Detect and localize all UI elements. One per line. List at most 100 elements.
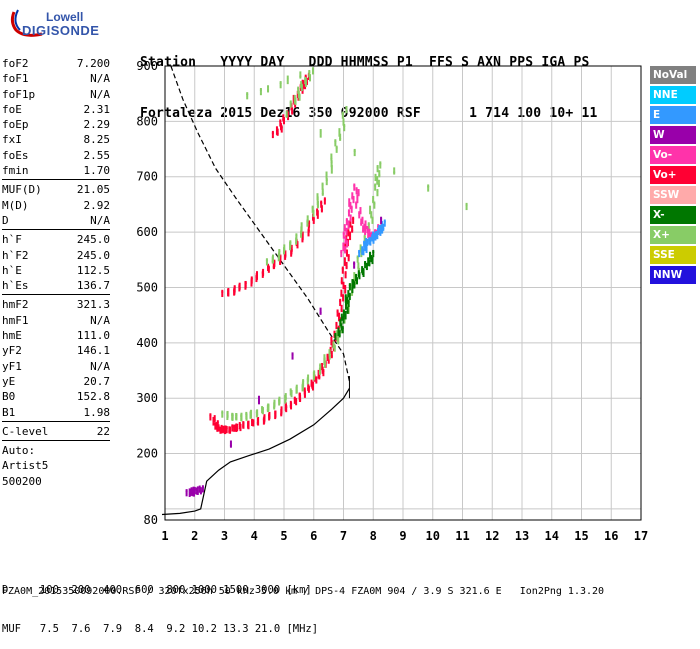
echo-point bbox=[303, 388, 306, 392]
echo-point bbox=[313, 371, 316, 375]
echo-point bbox=[346, 241, 349, 245]
echo-point bbox=[371, 220, 374, 224]
echo-point bbox=[311, 207, 314, 211]
echo-point bbox=[301, 237, 304, 241]
param-name: foF1 bbox=[2, 72, 29, 86]
echo-point bbox=[306, 223, 309, 227]
echo-point bbox=[297, 90, 300, 94]
echo-point bbox=[286, 81, 289, 85]
echo-point bbox=[195, 491, 198, 495]
param-name: yF2 bbox=[2, 344, 22, 358]
echo-point bbox=[356, 200, 359, 204]
param-row: h`F2 245.0 bbox=[2, 248, 110, 263]
echo-point bbox=[224, 425, 227, 429]
echo-point bbox=[235, 417, 238, 421]
echo-point bbox=[316, 205, 319, 209]
param-value: 2.31 bbox=[83, 102, 111, 116]
plot-frame bbox=[164, 65, 642, 521]
param-value: 2.29 bbox=[83, 118, 111, 132]
echo-point bbox=[360, 222, 363, 226]
echo-point bbox=[330, 164, 333, 168]
echo-point bbox=[284, 254, 287, 258]
echo-point bbox=[348, 287, 351, 291]
echo-point bbox=[231, 417, 234, 421]
echo-point bbox=[290, 251, 293, 255]
echo-point bbox=[275, 129, 278, 133]
echo-point bbox=[301, 231, 304, 235]
file-info: FZA0M_2015350092000.RSF / 320fx256h 50 k… bbox=[2, 586, 605, 597]
echo-point bbox=[227, 290, 230, 294]
param-name: hmE bbox=[2, 329, 22, 343]
echo-point bbox=[307, 76, 310, 80]
echo-point bbox=[334, 334, 337, 338]
muf-value-row: MUF 7.5 7.6 7.9 8.4 9.2 10.2 13.3 21.0 [… bbox=[2, 623, 319, 635]
echo-point bbox=[289, 101, 292, 105]
echo-point bbox=[300, 234, 303, 238]
echo-point bbox=[340, 304, 343, 308]
echo-point bbox=[340, 309, 343, 313]
echo-point bbox=[342, 118, 345, 122]
echo-point bbox=[344, 272, 347, 276]
x-tick-label: 15 bbox=[574, 529, 588, 543]
echo-point bbox=[279, 262, 282, 266]
param-name: Auto: bbox=[2, 444, 36, 458]
echo-point bbox=[352, 285, 355, 289]
echo-point bbox=[284, 398, 287, 402]
echo-point bbox=[347, 290, 350, 294]
echo-point bbox=[368, 228, 371, 232]
echo-point bbox=[262, 268, 265, 272]
param-value: 245.0 bbox=[76, 233, 110, 247]
x-tick-label: 11 bbox=[455, 529, 469, 543]
echo-point bbox=[220, 427, 223, 431]
echo-point bbox=[304, 81, 307, 85]
echo-point bbox=[221, 414, 224, 418]
echo-point bbox=[374, 237, 377, 241]
echo-point bbox=[263, 420, 266, 424]
param-separator bbox=[2, 229, 110, 231]
echo-point bbox=[295, 402, 298, 406]
echo-point bbox=[352, 220, 355, 224]
echo-point bbox=[295, 234, 298, 238]
echo-point bbox=[220, 424, 223, 428]
echo-point bbox=[339, 137, 342, 141]
echo-point bbox=[297, 97, 300, 101]
echo-point bbox=[334, 337, 337, 341]
echo-point bbox=[267, 267, 270, 271]
echo-point bbox=[342, 317, 345, 321]
echo-point bbox=[301, 388, 304, 392]
echo-point bbox=[319, 364, 322, 368]
echo-point bbox=[289, 389, 292, 393]
echo-point bbox=[316, 215, 319, 219]
echo-point bbox=[353, 277, 356, 281]
echo-point bbox=[296, 245, 299, 249]
echo-point bbox=[217, 428, 220, 432]
echo-point bbox=[369, 237, 372, 241]
echo-point bbox=[196, 491, 199, 495]
echo-point bbox=[347, 233, 350, 237]
param-row: D N/A bbox=[2, 213, 110, 228]
echo-point bbox=[334, 140, 337, 144]
echo-point bbox=[335, 147, 338, 151]
chart-traces bbox=[161, 65, 468, 516]
param-row: B0 152.8 bbox=[2, 389, 110, 404]
echo-point bbox=[341, 330, 344, 334]
echo-point bbox=[353, 187, 356, 191]
echo-point bbox=[257, 401, 260, 405]
echo-point bbox=[345, 222, 348, 226]
muf-distance-row: D 100 200 400 600 800 1000 1500 3000 [km… bbox=[2, 584, 312, 596]
echo-point bbox=[355, 188, 358, 192]
echo-point bbox=[233, 428, 236, 432]
echo-point bbox=[320, 204, 323, 208]
param-value: 321.3 bbox=[76, 298, 110, 312]
echo-point bbox=[300, 230, 303, 234]
echo-point bbox=[357, 266, 360, 270]
echo-point bbox=[307, 374, 310, 378]
echo-point bbox=[299, 71, 302, 75]
echo-point bbox=[274, 411, 277, 415]
echo-point bbox=[363, 238, 366, 242]
echo-point bbox=[292, 94, 295, 98]
echo-point bbox=[347, 258, 350, 262]
echo-point bbox=[367, 226, 370, 230]
param-value: 2.92 bbox=[83, 198, 111, 212]
echo-point bbox=[344, 299, 347, 303]
